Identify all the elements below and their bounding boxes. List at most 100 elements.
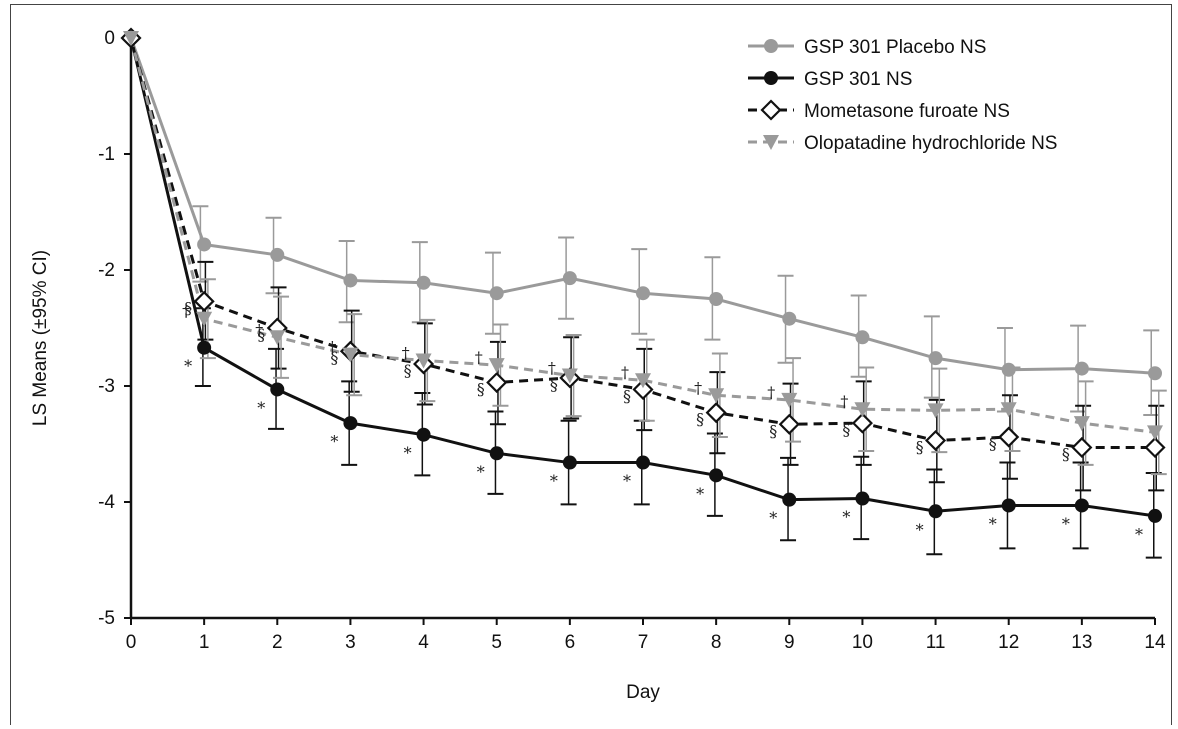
significance-marker: § <box>257 325 265 344</box>
data-point <box>343 273 358 288</box>
data-point <box>855 491 870 506</box>
data-point <box>489 446 504 461</box>
significance-marker: * <box>1135 525 1143 544</box>
significance-marker: * <box>696 484 704 503</box>
data-points <box>120 27 1166 523</box>
data-point <box>854 402 871 418</box>
data-point <box>562 455 577 470</box>
significance-marker: * <box>404 444 412 463</box>
data-point <box>1001 498 1016 513</box>
series-line <box>129 37 1156 375</box>
data-point <box>1144 436 1166 459</box>
data-point <box>709 292 724 306</box>
significance-marker: § <box>184 298 192 317</box>
significance-marker: * <box>184 357 192 376</box>
data-point <box>197 237 212 252</box>
x-tick-label: 10 <box>852 632 873 653</box>
data-point <box>782 311 797 326</box>
significance-marker: † <box>621 363 629 382</box>
legend-entry: GSP 301 Placebo NS <box>804 37 986 58</box>
data-point <box>415 353 432 369</box>
x-tick-label: 8 <box>711 632 722 653</box>
data-point <box>269 330 286 346</box>
x-tick-label: 13 <box>1071 632 1092 653</box>
figure-frame <box>10 4 1172 725</box>
x-tick-label: 12 <box>998 632 1019 653</box>
data-point <box>782 492 797 507</box>
y-tick-label: -1 <box>98 144 115 165</box>
significance-marker: § <box>330 348 338 367</box>
y-tick-label: -4 <box>98 492 115 513</box>
significance-marker: § <box>550 375 558 394</box>
data-point <box>1074 361 1089 376</box>
y-tick-label: -3 <box>98 376 115 397</box>
x-axis-label: Day <box>626 682 660 703</box>
significance-marker: § <box>989 434 997 453</box>
data-point <box>927 403 944 419</box>
data-point <box>1148 366 1162 381</box>
significance-marker: § <box>842 420 850 439</box>
x-tick-label: 14 <box>1144 632 1166 653</box>
legend-marker <box>763 135 779 150</box>
x-tick-label: 6 <box>565 632 576 653</box>
legend-marker <box>760 99 782 121</box>
significance-marker: * <box>842 508 850 527</box>
significance-marker: § <box>404 361 412 380</box>
significance-marker: § <box>477 380 485 399</box>
data-point <box>1073 416 1090 432</box>
data-point <box>928 504 943 519</box>
significance-marker: † <box>182 302 190 321</box>
data-point <box>270 382 285 397</box>
data-point <box>925 429 947 452</box>
data-point <box>781 392 798 408</box>
data-point <box>342 347 359 363</box>
significance-marker: † <box>840 392 848 411</box>
data-point <box>1147 425 1163 441</box>
y-tick-label: -5 <box>98 608 115 629</box>
x-tick-label: 3 <box>345 632 356 653</box>
data-point <box>270 247 285 262</box>
significance-marker: * <box>916 520 924 539</box>
x-tick-label: 9 <box>784 632 795 653</box>
data-point <box>928 351 943 366</box>
data-point <box>123 31 139 46</box>
data-point <box>851 412 873 434</box>
significance-marker: * <box>989 514 997 533</box>
significance-marker: † <box>767 383 775 402</box>
x-tick-label: 11 <box>926 632 946 653</box>
significance-marker: * <box>550 472 558 491</box>
data-point <box>1001 362 1016 377</box>
significance-marker: † <box>328 338 336 357</box>
significance-marker: * <box>623 472 631 491</box>
data-point <box>416 275 431 290</box>
data-point <box>1074 498 1089 513</box>
data-point <box>708 388 725 404</box>
significance-marker: † <box>548 359 556 378</box>
axes: 0 1 2 3 4 5 6 7 8 9 10 11 12 13 140-1-2-3-4-5 <box>98 28 1166 653</box>
y-tick-label: -2 <box>98 260 115 281</box>
series-line <box>129 37 1156 434</box>
x-tick-label: 1 <box>199 632 210 653</box>
significance-marker: * <box>1062 514 1070 533</box>
x-tick-label: 2 <box>272 632 283 653</box>
data-point <box>196 311 213 327</box>
significance-marker: † <box>402 343 410 362</box>
legend-marker <box>764 39 778 53</box>
significance-marker: * <box>257 398 265 417</box>
data-point <box>709 468 724 483</box>
x-tick-label: 5 <box>491 632 502 653</box>
y-tick-label: 0 <box>104 28 115 49</box>
significance-marker: * <box>477 462 485 481</box>
data-point <box>998 426 1020 448</box>
y-axis-label: LS Means (±95% CI) <box>30 250 51 426</box>
data-point <box>778 413 800 435</box>
data-point <box>1071 436 1093 459</box>
significance-marker: † <box>255 320 263 339</box>
x-tick-label: 0 <box>126 632 137 653</box>
data-point <box>197 340 212 355</box>
data-point <box>416 427 431 442</box>
data-point <box>705 402 727 424</box>
data-point <box>636 286 650 301</box>
data-point <box>561 368 578 384</box>
data-point <box>343 416 358 431</box>
